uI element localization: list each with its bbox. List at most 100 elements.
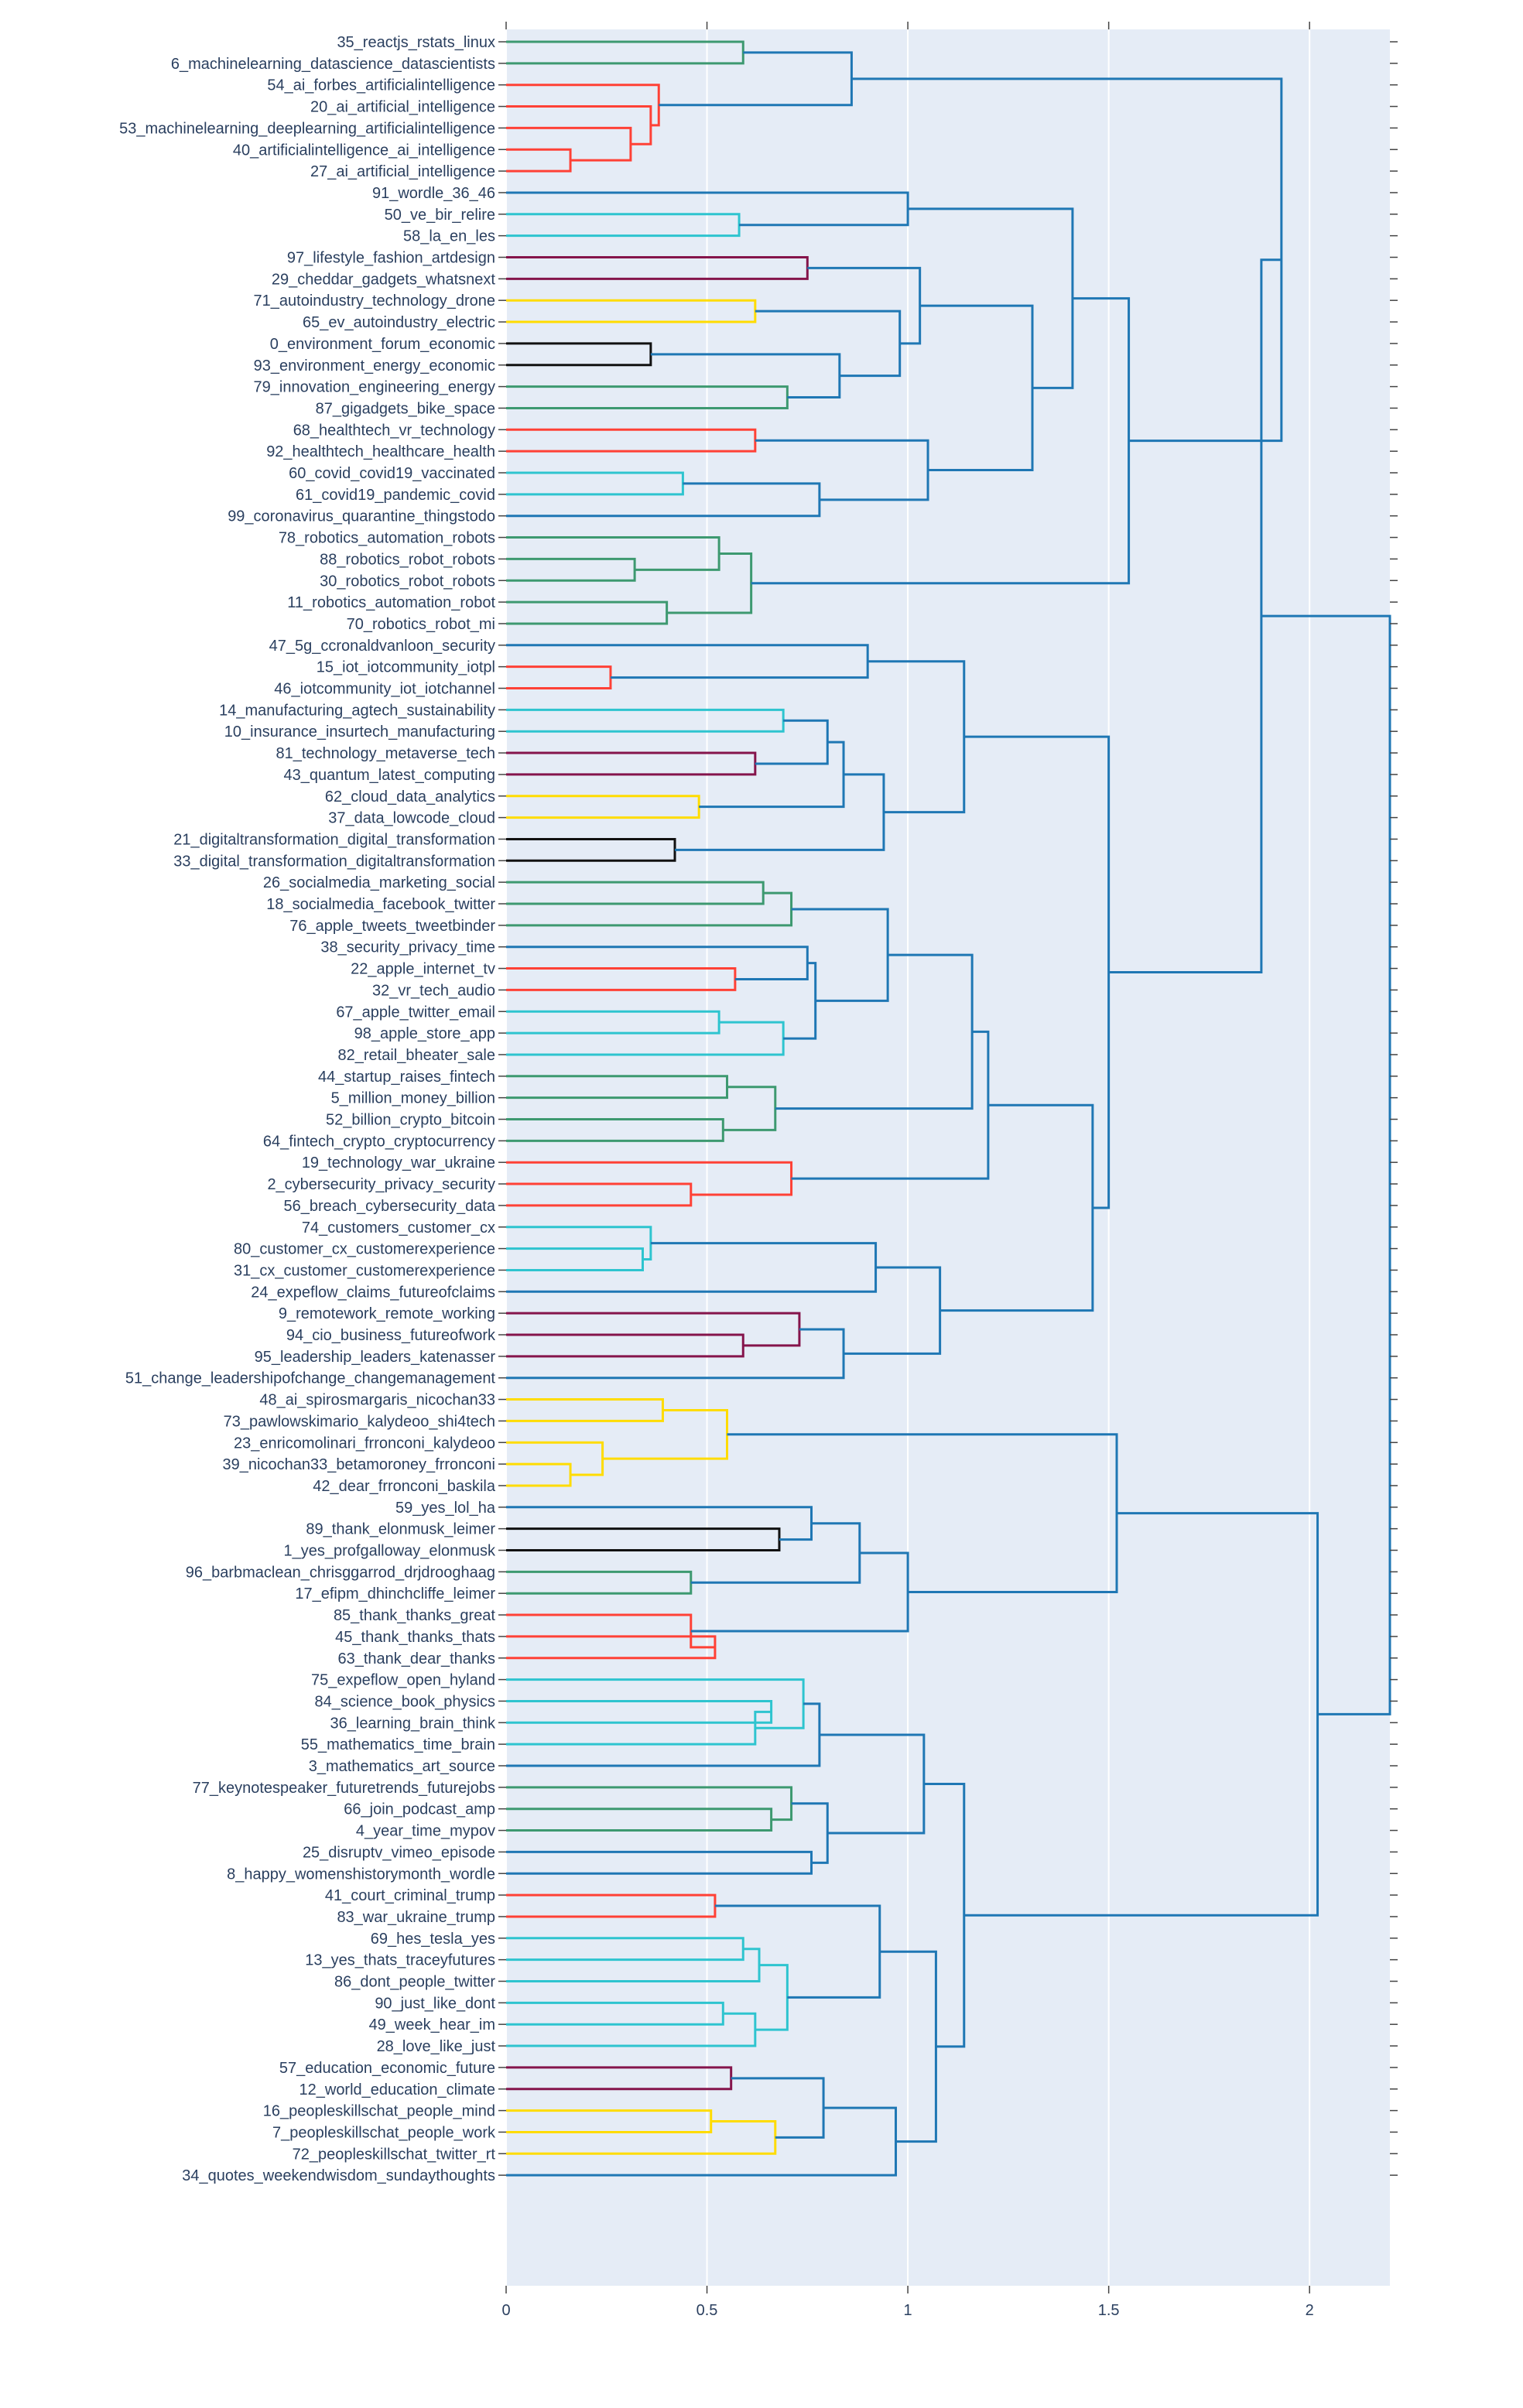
dendrogram-link [791,1802,829,1864]
leaf-label: 50_ve_bir_relire [385,207,495,224]
leaf-label: 82_retail_bheater_sale [338,1047,496,1064]
leaf-label: 69_hes_tesla_yes [371,1931,495,1948]
leaf-label: 45_thank_thanks_thats [335,1629,495,1646]
dendrogram-link [506,751,757,776]
leaf-label: 89_thank_elonmusk_leimer [306,1521,495,1538]
dendrogram-link [506,1527,781,1551]
leaf-label: 29_cheddar_gadgets_whatsnext [272,271,496,288]
leaf-label: 70_robotics_robot_mi [347,616,495,633]
dendrogram-link [506,837,676,862]
leaf-label: 34_quotes_weekendwisdom_sundaythoughts [182,2167,495,2184]
dendrogram-link [506,1242,878,1293]
leaf-label: 30_robotics_robot_robots [320,573,495,590]
leaf-label: 56_breach_cybersecurity_data [283,1198,495,1215]
leaf-label: 87_gigadgets_bike_space [316,400,495,417]
dendrogram-link [506,708,785,733]
dendrogram-link [731,2077,825,2139]
leaf-label: 90_just_like_dont [375,1995,495,2012]
dendrogram-link [1261,614,1391,1715]
dendrogram-link [868,660,966,814]
x-tick-label: 2 [1306,2302,1314,2319]
leaf-label: 25_disruptv_vimeo_episode [303,1844,495,1861]
leaf-label: 54_ai_forbes_artificialintelligence [267,77,495,94]
leaf-label: 35_reactjs_rstats_linux [337,34,495,51]
dendrogram-link [506,536,720,571]
dendrogram-link [851,77,1283,443]
dendrogram-link [723,1086,777,1131]
dendrogram-link [506,1161,793,1196]
leaf-label: 24_expeflow_claims_futureofclaims [251,1284,495,1301]
leaf-label: 55_mathematics_time_brain [301,1736,495,1753]
leaf-label: 85_thank_thanks_great [334,1607,495,1624]
leaf-label: 94_cio_business_futureofwork [286,1327,496,1344]
leaf-label: 97_lifestyle_fashion_artdesign [287,250,495,267]
dendrogram-link [506,191,909,227]
dendrogram-link [506,600,669,625]
leaf-label: 86_dont_people_twitter [334,1974,495,1991]
leaf-label: 77_keynotespeaker_futuretrends_futurejob… [193,1780,495,1797]
plot-background [506,29,1390,2286]
leaf-label: 16_peopleskillschat_people_mind [263,2103,495,2120]
leaf-label: 42_dear_frronconi_baskila [313,1478,496,1495]
leaf-label: 93_environment_energy_economic [254,357,495,375]
leaf-label: 20_ai_artificial_intelligence [310,99,495,116]
leaf-label: 60_covid_covid19_vaccinated [289,465,495,482]
dendrogram-link [666,552,753,614]
leaf-label: 92_healthtech_healthcare_health [266,443,495,460]
dendrogram-link [506,1786,793,1821]
leaf-label: 80_customer_cx_customerexperience [234,1241,495,1258]
dendrogram-link [506,1118,724,1142]
leaf-label: 74_customers_customer_cx [302,1219,495,1236]
leaf-label: 51_change_leadershipofchange_changemanag… [125,1370,496,1387]
leaf-label: 9_remotework_remote_working [279,1305,495,1322]
dendrogram-link [506,1710,772,1746]
leaf-label: 81_technology_metaverse_tech [276,745,495,762]
leaf-label: 47_5g_ccronaldvanloon_security [269,638,495,655]
leaf-label: 61_covid19_pandemic_covid [296,487,495,504]
dendrogram-link [506,428,757,453]
leaf-label: 53_machinelearning_deeplearning_artifici… [119,120,495,137]
leaf-label: 0_environment_forum_economic [270,336,495,353]
leaf-label: 52_billion_crypto_bitcoin [326,1112,495,1129]
leaf-label: 6_machinelearning_datascience_datascient… [171,56,495,73]
axis-ticks: 0 0.5 1 1.5 2 [501,22,1314,2319]
leaf-label: 23_enricomolinari_frronconi_kalydeoo [234,1435,495,1452]
dendrogram-link [807,266,922,345]
leaf-label: 67_apple_twitter_email [336,1004,495,1021]
leaf-label: 76_apple_tweets_tweetbinder [289,918,495,935]
leaf-label: 7_peopleskillschat_people_work [272,2124,496,2141]
dendrogram-link [506,1398,664,1422]
leaf-label: 40_artificialintelligence_ai_intelligenc… [233,142,495,159]
leaf-label: 10_insurance_insurtech_manufacturing [224,723,495,741]
leaf-label: 96_barbmaclean_chrisggarrod_drjdrooghaag [186,1564,495,1581]
leaf-label: 44_startup_raises_fintech [318,1069,495,1086]
leaf-label: 71_autoindustry_technology_drone [254,292,495,310]
leaf-label: 43_quantum_latest_computing [283,767,495,784]
leaf-labels: 35_reactjs_rstats_linux 6_machinelearning… [119,34,1398,2184]
leaf-label: 4_year_time_mypov [356,1823,495,1840]
dendrogram-link [755,719,829,765]
leaf-label: 83_war_ukraine_trump [337,1909,495,1926]
x-tick-label: 1.5 [1098,2302,1120,2319]
dendrogram-link [506,482,821,518]
leaf-label: 11_robotics_automation_robot [287,594,495,611]
x-tick-label: 0.5 [696,2302,718,2319]
leaf-label: 18_socialmedia_facebook_twitter [266,896,495,913]
leaf-label: 26_socialmedia_marketing_social [263,874,495,891]
leaf-label: 95_leadership_leaders_katenasser [255,1349,496,1366]
leaf-label: 31_cx_customer_customerexperience [234,1262,495,1279]
leaf-label: 17_efipm_dhinchcliffe_leimer [295,1585,495,1602]
leaf-label: 15_iot_iotcommunity_iotpl [317,659,495,676]
leaf-label: 66_join_podcast_amp [344,1801,495,1818]
dendrogram-link [819,1733,926,1835]
leaf-label: 63_thank_dear_thanks [338,1650,496,1667]
x-tick-label: 1 [904,2302,912,2319]
dendrogram-links [506,40,1391,2177]
leaf-label: 99_coronavirus_quarantine_thingstodo [228,508,495,525]
leaf-label: 21_digitaltransformation_digital_transfo… [173,831,495,848]
leaf-label: 75_expeflow_open_hyland [311,1672,495,1689]
dendrogram-link [506,1010,720,1035]
leaf-label: 32_vr_tech_audio [372,982,495,999]
leaf-label: 28_love_like_just [377,2038,496,2055]
